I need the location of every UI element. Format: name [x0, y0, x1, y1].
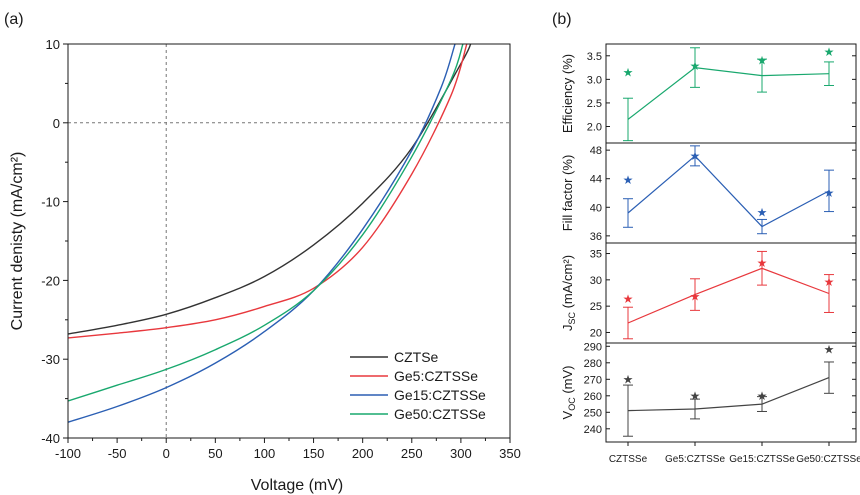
y-tick-label: 40 [590, 202, 602, 214]
y-tick-label: 240 [584, 424, 602, 436]
best-device-star: ★ [690, 290, 701, 304]
y-tick-label: 270 [584, 374, 602, 386]
mean-line [627, 267, 830, 324]
y-tick-label: 20 [590, 327, 602, 339]
category-label: CZTSSe [609, 454, 648, 465]
best-device-star: ★ [623, 372, 634, 386]
x-tick-label: 50 [208, 446, 222, 461]
x-tick-label: -50 [108, 446, 127, 461]
legend-label: Ge5:CZTSSe [394, 368, 478, 384]
series-line-3 [68, 44, 464, 402]
best-device-star: ★ [690, 149, 701, 163]
y-tick-label: 0 [53, 116, 60, 131]
category-label: Ge5:CZTSSe [665, 454, 725, 465]
x-tick-label: 300 [450, 446, 472, 461]
y-tick-label: 2.5 [587, 98, 602, 110]
jv-curve-panel: -100 -50 0 50 100 150 200 250 300 350-40-30-20-10… [41, 37, 521, 461]
legend-label: CZTSe [394, 349, 439, 365]
best-device-star: ★ [757, 256, 768, 270]
panel-b-label: (b) [552, 11, 572, 28]
y-tick-label: -10 [41, 195, 60, 210]
best-device-star: ★ [757, 205, 768, 219]
series-line-1 [68, 44, 468, 339]
best-device-star: ★ [824, 186, 835, 200]
y-tick-label: -20 [41, 273, 60, 288]
legend-label: Ge50:CZTSSe [394, 406, 486, 422]
y-tick-label: 25 [590, 301, 602, 313]
best-device-star: ★ [690, 389, 701, 403]
y-tick-label: 2.0 [587, 122, 602, 134]
mean-line [627, 155, 830, 228]
subplot-ylabel: JSC (mA/cm²) [560, 255, 577, 331]
subplot-frame [605, 43, 857, 144]
x-tick-label: 350 [499, 446, 521, 461]
y-tick-label: 250 [584, 407, 602, 419]
series-line-0 [68, 44, 472, 335]
legend-label: Ge15:CZTSSe [394, 387, 486, 403]
y-tick-label: 30 [590, 275, 602, 287]
y-tick-label: 3.5 [587, 51, 602, 63]
subplot-ylabel: Fill factor (%) [560, 155, 575, 232]
x-axis-label: Voltage (mV) [251, 477, 343, 494]
subplot-ylabel: VOC (mV) [560, 366, 577, 420]
y-tick-label: 3.0 [587, 74, 602, 86]
subplot-ylabel: Efficiency (%) [560, 54, 575, 133]
best-device-star: ★ [757, 389, 768, 403]
category-label: Ge50:CZTSSe [796, 454, 860, 465]
device-parameters-panel: 2.0 2.5 3.0 3.5 Efficiency (%) ★ ★ ★ ★ 36 40 44 48 Fi… [560, 43, 860, 465]
y-tick-label: -30 [41, 352, 60, 367]
mean-line [627, 66, 830, 120]
y-tick-label: 10 [46, 37, 60, 52]
subplot-frame [605, 242, 857, 344]
y-tick-label: 290 [584, 341, 602, 353]
x-tick-label: 0 [163, 446, 170, 461]
y-tick-label: 36 [590, 231, 602, 243]
x-tick-label: 150 [303, 446, 325, 461]
subplot-frame [605, 342, 857, 443]
category-label: Ge15:CZTSSe [729, 454, 795, 465]
subplot-frame [605, 142, 857, 244]
x-tick-label: 100 [254, 446, 276, 461]
best-device-star: ★ [824, 45, 835, 59]
best-device-star: ★ [824, 343, 835, 357]
y-axis-label: Current denisty (mA/cm²) [9, 152, 26, 331]
x-tick-label: -100 [55, 446, 81, 461]
y-tick-label: 48 [590, 145, 602, 157]
y-tick-label: 260 [584, 391, 602, 403]
x-tick-label: 250 [401, 446, 423, 461]
best-device-star: ★ [623, 292, 634, 306]
best-device-star: ★ [824, 275, 835, 289]
panel-a-label: (a) [4, 11, 24, 28]
mean-line [627, 377, 830, 412]
y-tick-label: -40 [41, 431, 60, 446]
x-tick-label: 200 [352, 446, 374, 461]
best-device-star: ★ [690, 59, 701, 73]
series-line-2 [68, 44, 456, 423]
best-device-star: ★ [623, 173, 634, 187]
y-tick-label: 35 [590, 249, 602, 261]
best-device-star: ★ [757, 54, 768, 68]
y-tick-label: 44 [590, 174, 602, 186]
best-device-star: ★ [623, 65, 634, 79]
y-tick-label: 280 [584, 358, 602, 370]
